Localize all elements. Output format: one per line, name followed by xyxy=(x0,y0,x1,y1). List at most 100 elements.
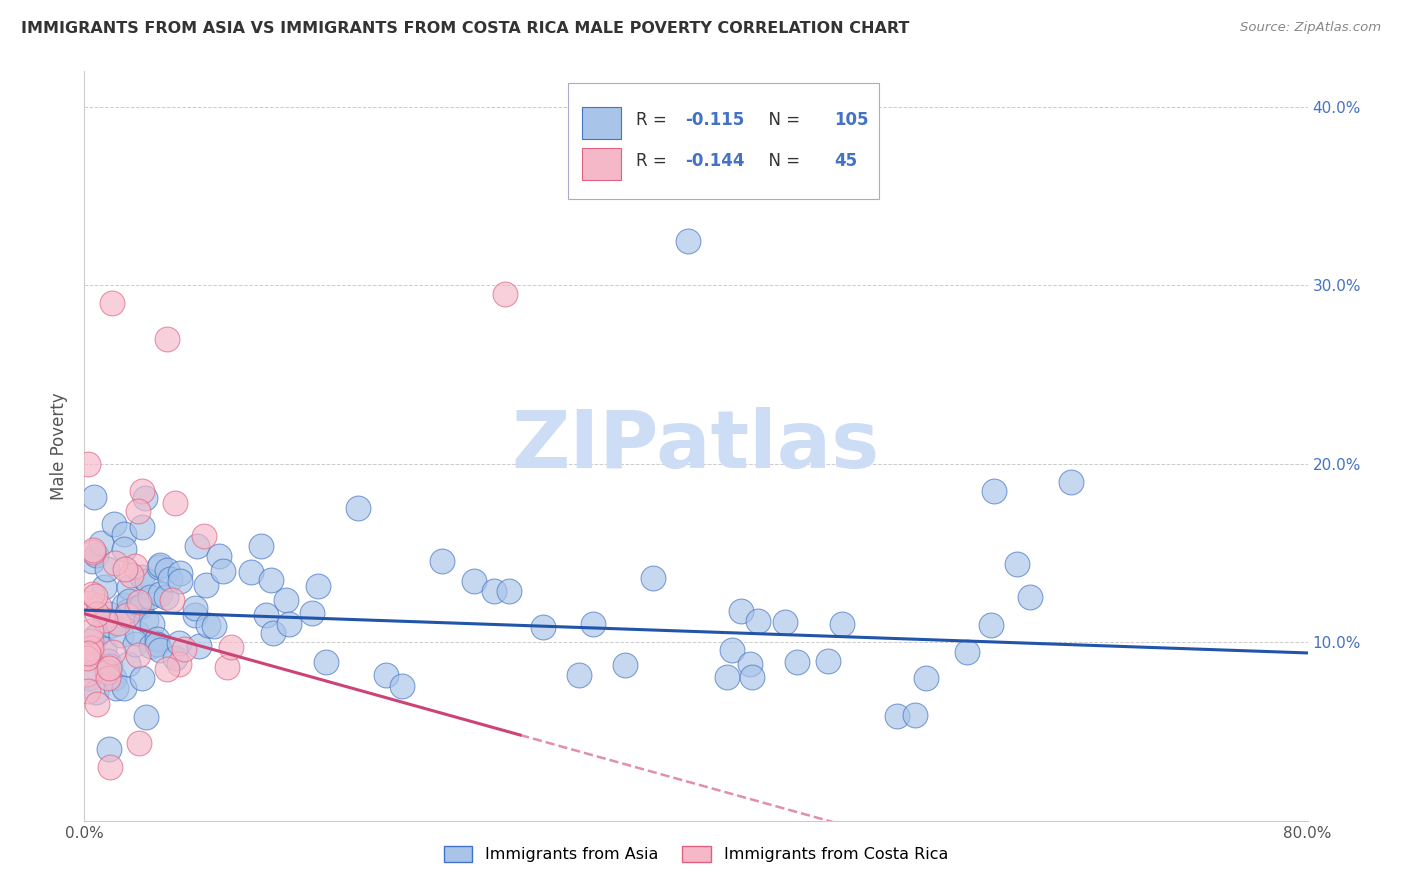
Point xyxy=(97,654,120,668)
Point xyxy=(79,633,101,648)
Point xyxy=(131,483,153,498)
Point xyxy=(498,584,520,599)
Point xyxy=(904,707,927,722)
Point xyxy=(103,671,125,685)
Text: N =: N = xyxy=(758,112,806,129)
Point xyxy=(98,661,121,675)
Point xyxy=(101,296,124,310)
Point xyxy=(136,574,159,588)
Text: -0.115: -0.115 xyxy=(685,112,744,129)
Point xyxy=(79,596,101,610)
Point xyxy=(276,592,298,607)
Point xyxy=(1059,475,1081,489)
Point xyxy=(76,667,98,681)
Point xyxy=(107,616,129,631)
Point xyxy=(831,617,853,632)
Point xyxy=(643,571,665,585)
Point xyxy=(149,587,172,601)
Text: N =: N = xyxy=(758,153,806,170)
Point xyxy=(90,536,112,550)
Point xyxy=(80,645,103,659)
Point xyxy=(76,684,98,698)
Point xyxy=(186,539,208,553)
Point xyxy=(184,608,207,623)
Text: -0.144: -0.144 xyxy=(685,153,744,170)
Point xyxy=(80,554,103,568)
Point xyxy=(494,287,516,301)
Point xyxy=(86,630,108,644)
Point xyxy=(159,573,181,587)
Point xyxy=(463,574,485,589)
Point xyxy=(94,613,117,627)
Point xyxy=(131,520,153,534)
Text: R =: R = xyxy=(636,153,672,170)
Point xyxy=(93,641,115,656)
Point xyxy=(101,645,124,659)
Point xyxy=(104,681,127,695)
Point xyxy=(775,615,797,629)
Point xyxy=(217,660,239,674)
Point xyxy=(139,591,162,605)
Point xyxy=(173,642,195,657)
Point xyxy=(165,650,187,665)
Point xyxy=(77,671,100,685)
Point xyxy=(307,579,329,593)
Point xyxy=(83,590,105,604)
Text: 105: 105 xyxy=(834,112,869,129)
Point xyxy=(146,637,169,651)
Point xyxy=(87,599,110,614)
Point xyxy=(134,491,156,505)
Point xyxy=(128,595,150,609)
Point xyxy=(84,548,107,562)
Point xyxy=(148,560,170,574)
Point xyxy=(80,587,103,601)
Text: R =: R = xyxy=(636,112,672,129)
Point xyxy=(169,566,191,581)
Point xyxy=(112,598,135,612)
Point xyxy=(391,679,413,693)
Point xyxy=(278,617,301,632)
Point xyxy=(156,562,179,576)
Point xyxy=(104,556,127,570)
Point xyxy=(741,671,763,685)
Point xyxy=(301,606,323,620)
Point xyxy=(127,504,149,518)
Point xyxy=(129,599,152,613)
Point xyxy=(582,616,605,631)
Point xyxy=(194,578,217,592)
Point xyxy=(149,643,172,657)
Point xyxy=(112,542,135,557)
Point xyxy=(315,656,337,670)
Point xyxy=(112,681,135,696)
Point xyxy=(131,672,153,686)
Point xyxy=(82,542,104,557)
Point xyxy=(1005,557,1028,571)
Point xyxy=(184,600,207,615)
Text: ZIPatlas: ZIPatlas xyxy=(512,407,880,485)
Point xyxy=(141,639,163,653)
Point xyxy=(747,614,769,628)
Point xyxy=(219,640,242,654)
Point xyxy=(156,332,179,346)
Point xyxy=(738,657,761,671)
Point xyxy=(568,668,591,682)
Point xyxy=(100,617,122,632)
Point xyxy=(169,574,191,588)
Point xyxy=(96,665,118,679)
Point xyxy=(82,545,104,559)
Bar xyxy=(582,148,621,180)
Point xyxy=(430,554,453,568)
Point xyxy=(730,604,752,618)
Point xyxy=(112,527,135,541)
Point xyxy=(118,580,141,594)
Point xyxy=(240,566,263,580)
Point xyxy=(145,632,167,646)
Point xyxy=(97,671,120,685)
Point xyxy=(721,643,744,657)
Point xyxy=(110,628,132,642)
Point xyxy=(98,742,121,756)
Point xyxy=(77,646,100,660)
Point xyxy=(162,593,184,607)
Point xyxy=(187,639,209,653)
Point xyxy=(260,573,283,587)
